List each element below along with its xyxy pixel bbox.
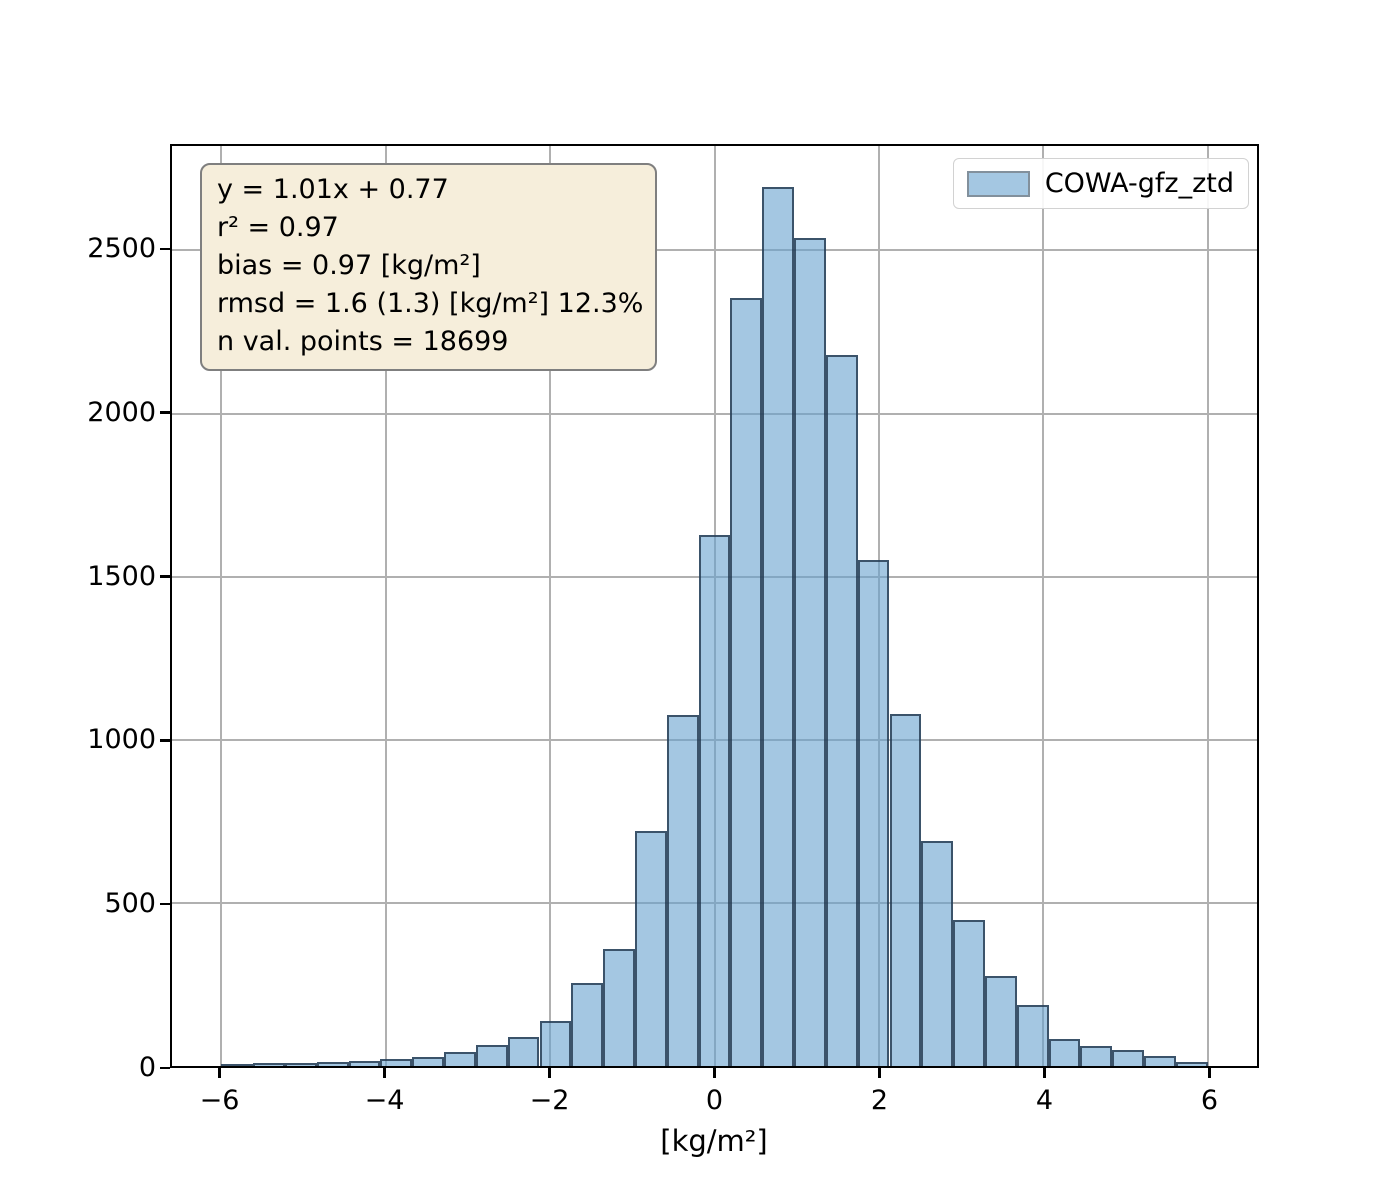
histogram-bar: [921, 840, 954, 1066]
x-tick-label: −4: [364, 1085, 405, 1116]
x-tick-mark: [218, 1068, 221, 1078]
histogram-bar: [1144, 1056, 1176, 1066]
stats-line-bias: bias = 0.97 [kg/m²]: [217, 250, 481, 281]
histogram-bar: [348, 1060, 381, 1066]
histogram-bar: [953, 919, 985, 1066]
stats-line-r-squared: r² = 0.97: [217, 212, 339, 243]
histogram-bar: [698, 534, 731, 1066]
histogram-bar: [634, 831, 667, 1066]
histogram-bar: [1175, 1061, 1208, 1066]
histogram-bar: [475, 1045, 508, 1066]
histogram-bar: [1048, 1039, 1081, 1066]
y-tick-label: 0: [138, 1052, 156, 1083]
histogram-bar: [1016, 1005, 1049, 1066]
x-tick-label: 0: [705, 1085, 724, 1116]
histogram-bar: [539, 1020, 572, 1066]
histogram-bar: [221, 1064, 254, 1066]
histogram-bar: [984, 975, 1017, 1066]
histogram-bar: [666, 715, 699, 1066]
x-tick-mark: [548, 1068, 551, 1078]
histogram-bar: [1080, 1046, 1113, 1066]
x-tick-mark: [878, 1068, 881, 1078]
histogram-bar: [794, 238, 826, 1066]
x-tick-label: −2: [529, 1085, 570, 1116]
histogram-bar: [316, 1062, 349, 1066]
histogram-bar: [571, 983, 604, 1066]
plot-area: [170, 144, 1259, 1068]
x-gridline: [1042, 146, 1045, 1066]
histogram-bar: [284, 1062, 317, 1066]
x-tick-mark: [713, 1068, 716, 1078]
legend-series-label: COWA-gfz_ztd: [1044, 168, 1234, 199]
histogram-bar: [412, 1057, 445, 1066]
y-tick-label: 500: [104, 888, 156, 920]
histogram-bar: [603, 948, 635, 1066]
x-tick-label: 2: [870, 1085, 889, 1116]
y-tick-mark: [160, 411, 170, 414]
x-gridline: [384, 146, 387, 1066]
x-gridline: [220, 146, 223, 1066]
y-tick-label: 1000: [87, 724, 156, 756]
y-tick-mark: [160, 902, 170, 906]
histogram-bar: [444, 1051, 476, 1066]
histogram-bar: [857, 559, 890, 1066]
x-tick-mark: [383, 1068, 386, 1078]
y-tick-mark: [160, 247, 170, 251]
x-tick-mark: [1208, 1068, 1211, 1078]
stats-line-rmsd: rmsd = 1.6 (1.3) [kg/m²] 12.3%: [217, 288, 644, 319]
y-tick-label: 1500: [87, 560, 156, 592]
y-tick-label: 2000: [87, 396, 156, 428]
histogram-bar: [507, 1037, 540, 1066]
x-tick-mark: [1043, 1068, 1046, 1078]
x-tick-label: 4: [1035, 1085, 1054, 1116]
stats-annotation-box: y = 1.01x + 0.77 r² = 0.97 bias = 0.97 […: [200, 163, 657, 371]
histogram-bar: [380, 1059, 413, 1066]
histogram-bar: [762, 187, 795, 1066]
legend-swatch-icon: [966, 170, 1030, 197]
stats-line-n-points: n val. points = 18699: [217, 326, 509, 357]
stats-line-fit-equation: y = 1.01x + 0.77: [217, 174, 449, 205]
x-axis-label: [kg/m²]: [660, 1124, 768, 1158]
y-tick-mark: [160, 575, 170, 578]
x-gridline: [549, 146, 552, 1066]
legend-box: COWA-gfz_ztd: [952, 158, 1249, 209]
histogram-bar: [889, 713, 922, 1066]
x-tick-label: 6: [1200, 1085, 1219, 1116]
histogram-bar: [825, 354, 858, 1066]
histogram-bar: [1112, 1050, 1145, 1066]
x-tick-label: −6: [199, 1085, 240, 1116]
x-gridline: [1206, 146, 1209, 1066]
y-tick-mark: [160, 739, 170, 742]
histogram-bar: [730, 298, 763, 1066]
y-tick-mark: [160, 1066, 170, 1070]
y-tick-label: 2500: [87, 232, 156, 264]
histogram-bar: [253, 1062, 285, 1066]
